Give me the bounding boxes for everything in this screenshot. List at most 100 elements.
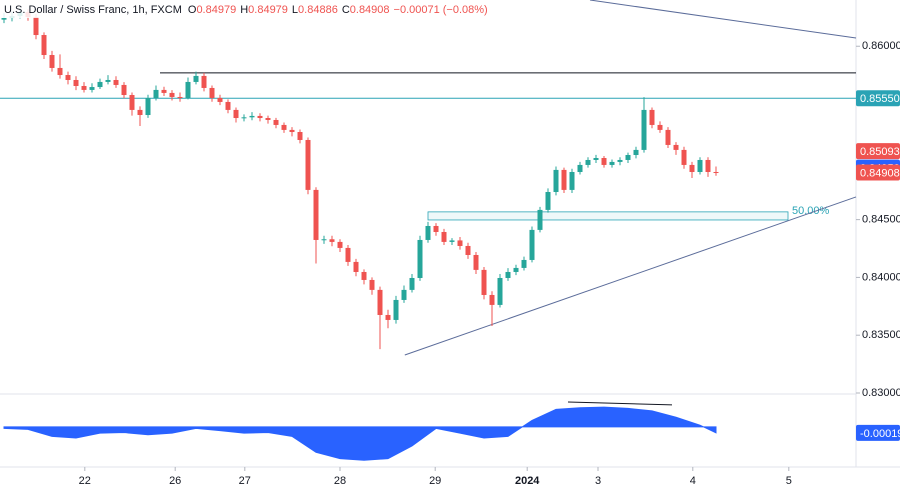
candle-body: [313, 189, 319, 240]
candle-body: [433, 225, 439, 232]
candle-body: [209, 87, 215, 99]
candle-body: [257, 115, 263, 119]
drawing-line: [567, 401, 673, 406]
x-tick-label: 5: [786, 475, 792, 487]
candle-body: [545, 191, 551, 210]
ohlc-value: 0.84886: [298, 4, 338, 16]
candle-body: [705, 159, 711, 172]
candle-body: [289, 129, 295, 133]
candle-body: [1, 18, 7, 20]
candle-body: [97, 81, 103, 88]
price-badge-label: -0.00019: [860, 428, 900, 440]
candle-body: [185, 81, 191, 99]
candle-body: [585, 159, 591, 165]
candle-body: [273, 119, 279, 125]
candle-body: [497, 277, 503, 305]
candle-body: [81, 85, 87, 90]
ohlc-value: 0.84908: [350, 4, 390, 16]
candle-body: [473, 254, 479, 270]
candle-body: [361, 271, 367, 280]
candle-body: [281, 124, 287, 130]
candle-body: [329, 239, 335, 242]
candle-body: [681, 149, 687, 165]
candle-body: [377, 289, 383, 315]
drawing-line: [589, 0, 857, 39]
candle-body: [129, 95, 135, 110]
ohlc-key: H: [240, 4, 248, 16]
price-badge: [856, 424, 900, 441]
candle-body: [457, 240, 463, 246]
candle-body: [65, 75, 71, 80]
price-badge-label: 0.85093: [860, 146, 900, 158]
y-tick-label: 0.83500: [862, 329, 900, 341]
candle-body: [353, 261, 359, 272]
y-tick-label: 0.86000: [862, 40, 900, 52]
candle-body: [233, 109, 239, 119]
candle-body: [593, 158, 599, 160]
candle-body: [481, 269, 487, 295]
price-badge: [856, 143, 900, 160]
candle-body: [105, 79, 111, 82]
candle-body: [33, 16, 39, 36]
candle-body: [689, 164, 695, 172]
candle-body: [321, 239, 327, 241]
ohlc-key: L: [292, 4, 298, 16]
candle-body: [601, 158, 607, 165]
fib-zone: [427, 211, 789, 221]
candle-body: [577, 164, 583, 172]
candle-body: [713, 171, 719, 173]
candle-body: [657, 124, 663, 130]
fib-label: 50.00%: [792, 205, 830, 217]
x-tick-label: 27: [239, 475, 251, 487]
ohlc-value: 0.84979: [248, 4, 288, 16]
candle-body: [297, 132, 303, 140]
legend: U.S. Dollar / Swiss Franc, 1h, FXCM O0.84…: [4, 4, 488, 16]
x-tick-label: 4: [690, 475, 696, 487]
candle-body: [673, 144, 679, 150]
candle-body: [121, 84, 127, 96]
candle-body: [369, 279, 375, 290]
drawing-line: [404, 196, 857, 356]
candle-body: [449, 240, 455, 242]
candle-body: [193, 75, 199, 82]
price-badge-label: 0.85550: [860, 93, 900, 105]
x-tick-label: 28: [334, 475, 346, 487]
candle-body: [385, 314, 391, 320]
legend-bg: [0, 2, 440, 18]
candle-body: [249, 115, 255, 118]
candle-body: [217, 98, 223, 102]
candle-body: [441, 231, 447, 242]
candle-body: [625, 155, 631, 160]
candle-body: [73, 79, 79, 86]
candle-body: [145, 98, 151, 116]
y-tick-label: 0.84500: [862, 214, 900, 226]
candle-body: [417, 239, 423, 278]
candle-body: [529, 229, 535, 260]
candle-body: [505, 271, 511, 278]
price-badge-label: 0.84908: [860, 167, 900, 179]
candle-body: [569, 171, 575, 190]
ohlc-key: O: [188, 4, 197, 16]
candle-body: [513, 267, 519, 272]
y-tick-label: 0.84000: [862, 271, 900, 283]
candle-body: [641, 109, 647, 150]
candle-body: [537, 209, 543, 230]
candle-body: [697, 159, 703, 172]
candle-body: [489, 294, 495, 305]
candle-body: [49, 55, 55, 68]
candle-body: [57, 67, 63, 76]
ohlc-key: C: [342, 4, 350, 16]
candle-body: [89, 87, 95, 90]
price-badge: [856, 164, 900, 181]
x-tick-label: 3: [595, 475, 601, 487]
candle-body: [393, 299, 399, 320]
price-badge: [856, 90, 900, 107]
candle-body: [337, 241, 343, 248]
y-tick-label: 0.83000: [862, 387, 900, 399]
candle-body: [561, 169, 567, 190]
candle-body: [265, 118, 271, 120]
x-tick-label: 22: [79, 475, 91, 487]
